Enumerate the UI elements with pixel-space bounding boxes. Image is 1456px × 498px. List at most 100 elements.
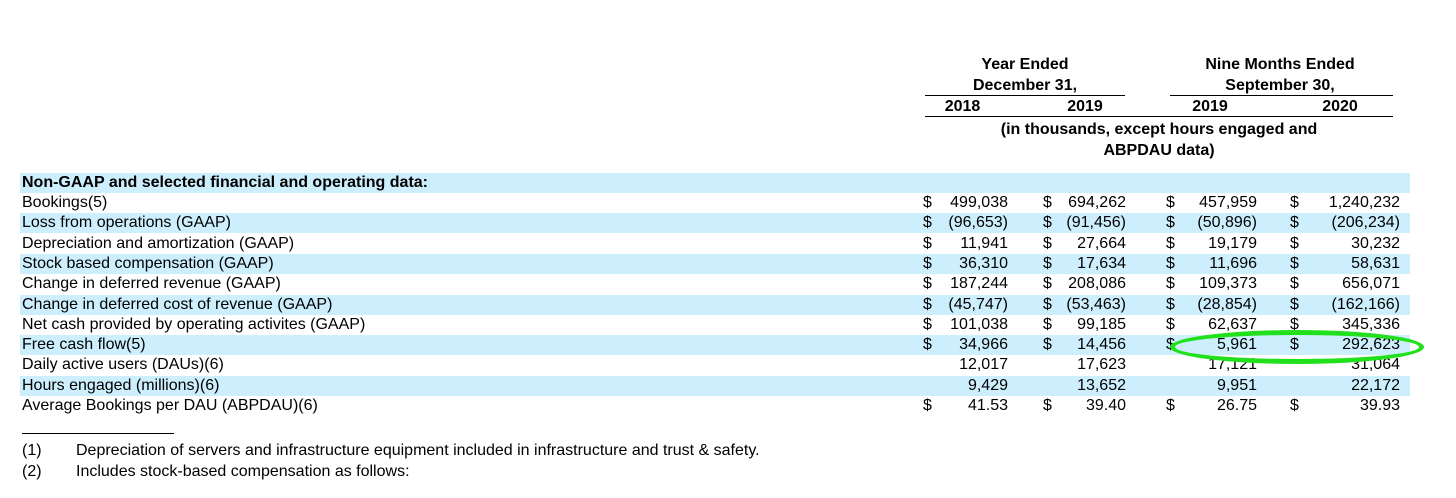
- value-cell: 17,634: [1077, 254, 1126, 272]
- value-cell: 499,038: [950, 194, 1008, 211]
- value-cell: 26.75: [1216, 397, 1257, 414]
- row-label: Change in deferred cost of revenue (GAAP…: [22, 295, 333, 313]
- value-cell: (162,166): [1331, 295, 1401, 313]
- currency-symbol: $: [1043, 336, 1052, 354]
- value-cell: 39.93: [1359, 397, 1400, 414]
- value-cell: 656,071: [1342, 275, 1400, 293]
- currency-symbol: $: [1166, 234, 1175, 252]
- table-row: Hours engaged (millions)(6) 9,429 13,652 9,…: [20, 375, 1410, 396]
- row-label: Average Bookings per DAU (ABPDAU)(6): [22, 397, 318, 414]
- header-group2-rule: [1170, 95, 1393, 96]
- value-cell: (96,653): [948, 214, 1008, 232]
- row-label: Free cash flow(5): [22, 336, 146, 354]
- value-cell: 11,941: [960, 234, 1008, 252]
- value-cell: 187,244: [950, 275, 1008, 293]
- currency-symbol: $: [1166, 397, 1175, 414]
- header-units-note: (in thousands, except hours engaged and …: [925, 119, 1393, 161]
- table-row: Stock based compensation (GAAP) $36,310 $1…: [20, 253, 1410, 274]
- currency-symbol: $: [1043, 275, 1052, 293]
- footnote-divider: [22, 433, 174, 434]
- table-row: Depreciation and amortization (GAAP) $11,…: [20, 234, 1410, 254]
- currency-symbol: $: [1290, 214, 1299, 232]
- currency-symbol: $: [1290, 234, 1299, 252]
- value-cell: 22,172: [1351, 376, 1400, 394]
- value-cell: 9,429: [967, 376, 1008, 394]
- currency-symbol: $: [923, 194, 932, 211]
- header-group-year-ended: Year Ended December 31,: [925, 54, 1125, 96]
- table-row: Change in deferred revenue (GAAP) $187,24…: [20, 274, 1410, 294]
- value-cell: (28,854): [1197, 295, 1257, 313]
- row-label: Bookings(5): [22, 194, 108, 211]
- currency-symbol: $: [923, 397, 932, 414]
- value-cell: 13,652: [1077, 376, 1126, 394]
- value-cell: 19,179: [1208, 234, 1257, 252]
- value-cell: (53,463): [1066, 295, 1126, 313]
- currency-symbol: $: [1290, 254, 1299, 272]
- table-row: Daily active users (DAUs)(6) 12,017 17,623…: [20, 355, 1410, 375]
- header-year-2020: 2020: [1322, 98, 1358, 115]
- currency-symbol: $: [1043, 295, 1052, 313]
- currency-symbol: $: [923, 234, 932, 252]
- value-cell: 109,373: [1199, 275, 1257, 293]
- currency-symbol: $: [1290, 397, 1299, 414]
- header-year-2019a: 2019: [1067, 98, 1103, 115]
- currency-symbol: $: [1043, 397, 1052, 414]
- table-row: Free cash flow(5) $34,966 $14,456 $5,961 $29…: [20, 335, 1410, 356]
- currency-symbol: $: [923, 315, 932, 333]
- value-cell: (45,747): [948, 295, 1008, 313]
- units-line2: ABPDAU data): [1103, 142, 1215, 159]
- currency-symbol: $: [923, 275, 932, 293]
- row-label: Net cash provided by operating activites…: [22, 315, 366, 333]
- footnote-2-number: (2): [22, 463, 42, 480]
- value-cell: 101,038: [950, 315, 1008, 333]
- value-cell: 14,456: [1077, 336, 1126, 354]
- currency-symbol: $: [1043, 194, 1052, 211]
- value-cell: 58,631: [1351, 254, 1400, 272]
- header-group1-rule: [925, 95, 1125, 96]
- currency-symbol: $: [923, 295, 932, 313]
- header-group2-line1: Nine Months Ended: [1205, 56, 1355, 73]
- header-years-rule: [925, 116, 1393, 117]
- currency-symbol: $: [1166, 214, 1175, 232]
- currency-symbol: $: [1290, 194, 1299, 211]
- currency-symbol: $: [1290, 295, 1299, 313]
- units-line1: (in thousands, except hours engaged and: [1000, 121, 1318, 138]
- currency-symbol: $: [1043, 315, 1052, 333]
- currency-symbol: $: [1166, 254, 1175, 272]
- currency-symbol: $: [923, 214, 932, 232]
- value-cell: 694,262: [1068, 194, 1126, 211]
- value-cell: (50,896): [1197, 214, 1257, 232]
- footnote-1-number: (1): [22, 442, 42, 459]
- header-group2-line2: September 30,: [1225, 77, 1335, 94]
- currency-symbol: $: [1166, 315, 1175, 333]
- section-title: Non-GAAP and selected financial and oper…: [22, 174, 428, 191]
- currency-symbol: $: [1043, 214, 1052, 232]
- value-cell: 457,959: [1199, 194, 1257, 211]
- footnote-2-text: Includes stock-based compensation as fol…: [76, 463, 410, 480]
- value-cell: 208,086: [1068, 275, 1126, 293]
- header-group-nine-months: Nine Months Ended September 30,: [1170, 54, 1390, 96]
- footnote-1-text: Depreciation of servers and infrastructu…: [76, 442, 760, 459]
- section-title-row: Non-GAAP and selected financial and oper…: [20, 173, 1410, 193]
- header-year-2019b: 2019: [1192, 98, 1228, 115]
- row-label: Stock based compensation (GAAP): [22, 254, 274, 272]
- row-label: Change in deferred revenue (GAAP): [22, 275, 281, 293]
- value-cell: 30,232: [1351, 234, 1400, 252]
- value-cell: 17,623: [1077, 356, 1126, 374]
- value-cell: 99,185: [1077, 315, 1126, 333]
- value-cell: (91,456): [1066, 214, 1126, 232]
- currency-symbol: $: [1166, 295, 1175, 313]
- currency-symbol: $: [923, 336, 932, 354]
- table-row: Bookings(5) $499,038 $694,262 $457,959 $1,24…: [20, 193, 1410, 213]
- table-row: Net cash provided by operating activites…: [20, 315, 1410, 335]
- value-cell: 34,966: [959, 336, 1008, 354]
- value-cell: 62,637: [1208, 315, 1257, 333]
- value-cell: 27,664: [1077, 234, 1126, 252]
- row-label: Hours engaged (millions)(6): [22, 376, 220, 394]
- header-group1-line2: December 31,: [972, 77, 1078, 94]
- currency-symbol: $: [1290, 275, 1299, 293]
- highlight-circle: [1170, 330, 1424, 364]
- currency-symbol: $: [1043, 234, 1052, 252]
- value-cell: 36,310: [959, 254, 1008, 272]
- currency-symbol: $: [1166, 275, 1175, 293]
